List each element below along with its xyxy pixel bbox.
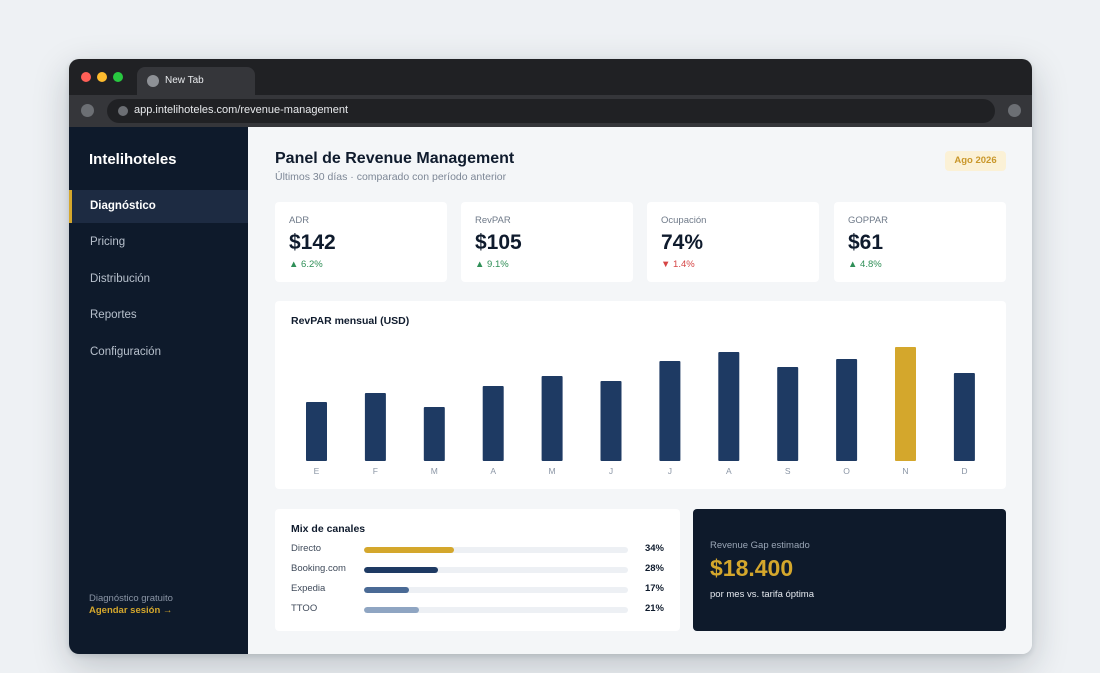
channel-share-bar [364,567,628,573]
channel-percent: 17% [644,583,664,594]
channel-name: Booking.com [291,563,346,574]
browser-tab[interactable]: New Tab [137,67,255,95]
channel-row-ttoo: TTOO 21% [275,603,680,617]
channel-mix-title: Mix de canales [291,523,366,535]
kpi-delta: ▲ 4.8% [848,259,882,270]
revpar-month-label: A [726,466,732,476]
channel-share-fill [364,587,409,593]
main-content: Panel de Revenue Management Últimos 30 d… [248,127,1032,654]
kpi-value: $105 [475,231,522,254]
revpar-month-label: S [785,466,791,476]
kpi-label: Ocupación [661,215,707,226]
sidebar-item-diagnostico[interactable]: Diagnóstico [69,190,248,223]
channel-mix-card: Mix de canales Directo 34% Booking.com 2… [275,509,680,631]
revenue-gap-value: $18.400 [710,555,794,581]
kpi-label: RevPAR [475,215,511,226]
kpi-delta: ▼ 1.4% [661,259,695,270]
revpar-bar-3[interactable] [482,386,504,461]
revenue-gap-label: Revenue Gap estimado [710,540,810,551]
channel-name: Directo [291,543,322,554]
revpar-month-label: J [609,466,613,476]
kpi-card-goppar: GOPPAR $61 ▲ 4.8% [834,202,1006,282]
channel-percent: 28% [644,563,664,574]
revpar-bar-4[interactable] [541,376,563,461]
browser-window: New Tab app.intelihoteles.com/revenue-ma… [69,59,1032,654]
channel-row-expedia: Expedia 17% [275,583,680,597]
kpi-delta: ▲ 9.1% [475,259,509,270]
kpi-value: 74% [661,231,704,254]
kpi-value: $142 [289,231,336,254]
url-text: app.intelihoteles.com/revenue-management [134,104,349,116]
revpar-month-label: O [843,466,850,476]
revpar-bar-5[interactable] [600,381,622,461]
address-bar[interactable]: app.intelihoteles.com/revenue-management [107,99,995,123]
kpi-delta: ▲ 6.2% [289,259,323,270]
close-window-button[interactable] [81,72,91,82]
channel-share-fill [364,567,438,573]
site-info-icon[interactable] [118,106,128,116]
sidebar-item-distribucion[interactable]: Distribución [90,273,151,285]
kpi-card-adr: ADR $142 ▲ 6.2% [275,202,447,282]
channel-name: TTOO [291,603,318,614]
revpar-month-label: A [490,466,496,476]
kpi-label: ADR [289,215,310,226]
channel-percent: 21% [644,603,664,614]
sidebar-item-configuracion[interactable]: Configuración [90,346,161,358]
revpar-bar-0[interactable] [306,402,327,461]
page-subtitle: Últimos 30 días · comparado con período … [275,171,507,183]
revpar-month-label: M [431,466,438,476]
kpi-card-revpar: RevPAR $105 ▲ 9.1% [461,202,633,282]
revpar-month-label: N [902,466,908,476]
tab-title: New Tab [165,75,204,86]
revpar-chart-card: RevPAR mensual (USD) E F M A M J J A S O N D [275,301,1006,489]
channel-share-bar [364,587,628,593]
sidebar: Intelihoteles Diagnóstico Pricing Distri… [69,127,248,654]
page-title: Panel de Revenue Management [275,150,515,167]
revpar-bar-1[interactable] [364,393,386,461]
free-diagnosis-label: Diagnóstico gratuito [89,593,173,604]
kpi-value: $61 [848,231,884,254]
period-badge[interactable]: Ago 2026 [945,151,1006,171]
revenue-gap-subtitle: por mes vs. tarifa óptima [710,589,815,600]
maximize-window-button[interactable] [113,72,123,82]
revpar-month-label: D [961,466,967,476]
revpar-bar-2[interactable] [423,407,445,461]
profile-icon[interactable] [1008,104,1021,117]
brand-logo: Intelihoteles [89,151,177,168]
revpar-bar-8[interactable] [777,367,799,461]
channel-name: Expedia [291,583,326,594]
channel-share-bar [364,547,628,553]
revenue-gap-card: Revenue Gap estimado $18.400 por mes vs.… [693,509,1006,631]
channel-share-bar [364,607,628,613]
browser-titlebar: New Tab [69,59,1032,95]
channel-percent: 34% [644,543,664,554]
revpar-month-label: F [373,466,378,476]
revpar-month-label: E [314,466,320,476]
channel-share-fill [364,607,420,613]
schedule-session-link[interactable]: Agendar sesión → [89,605,173,616]
revpar-month-label: J [668,466,672,476]
sidebar-item-pricing[interactable]: Pricing [90,236,126,248]
revpar-bar-10[interactable] [895,347,916,461]
tab-favicon-icon [147,75,159,87]
kpi-card-ocupacion: Ocupación 74% ▼ 1.4% [647,202,819,282]
revpar-month-label: M [549,466,556,476]
kpi-label: GOPPAR [848,215,888,226]
revpar-bar-9[interactable] [836,359,858,461]
revpar-bar-11[interactable] [953,373,975,461]
browser-toolbar: app.intelihoteles.com/revenue-management [69,95,1032,127]
chart-title: RevPAR mensual (USD) [291,315,410,327]
channel-share-fill [364,547,454,553]
back-icon[interactable] [81,104,94,117]
revpar-bar-7[interactable] [718,352,740,461]
channel-row-directo: Directo 34% [275,543,680,557]
channel-row-booking: Booking.com 28% [275,563,680,577]
sidebar-item-reportes[interactable]: Reportes [90,309,137,321]
minimize-window-button[interactable] [97,72,107,82]
revpar-bar-6[interactable] [659,361,681,461]
